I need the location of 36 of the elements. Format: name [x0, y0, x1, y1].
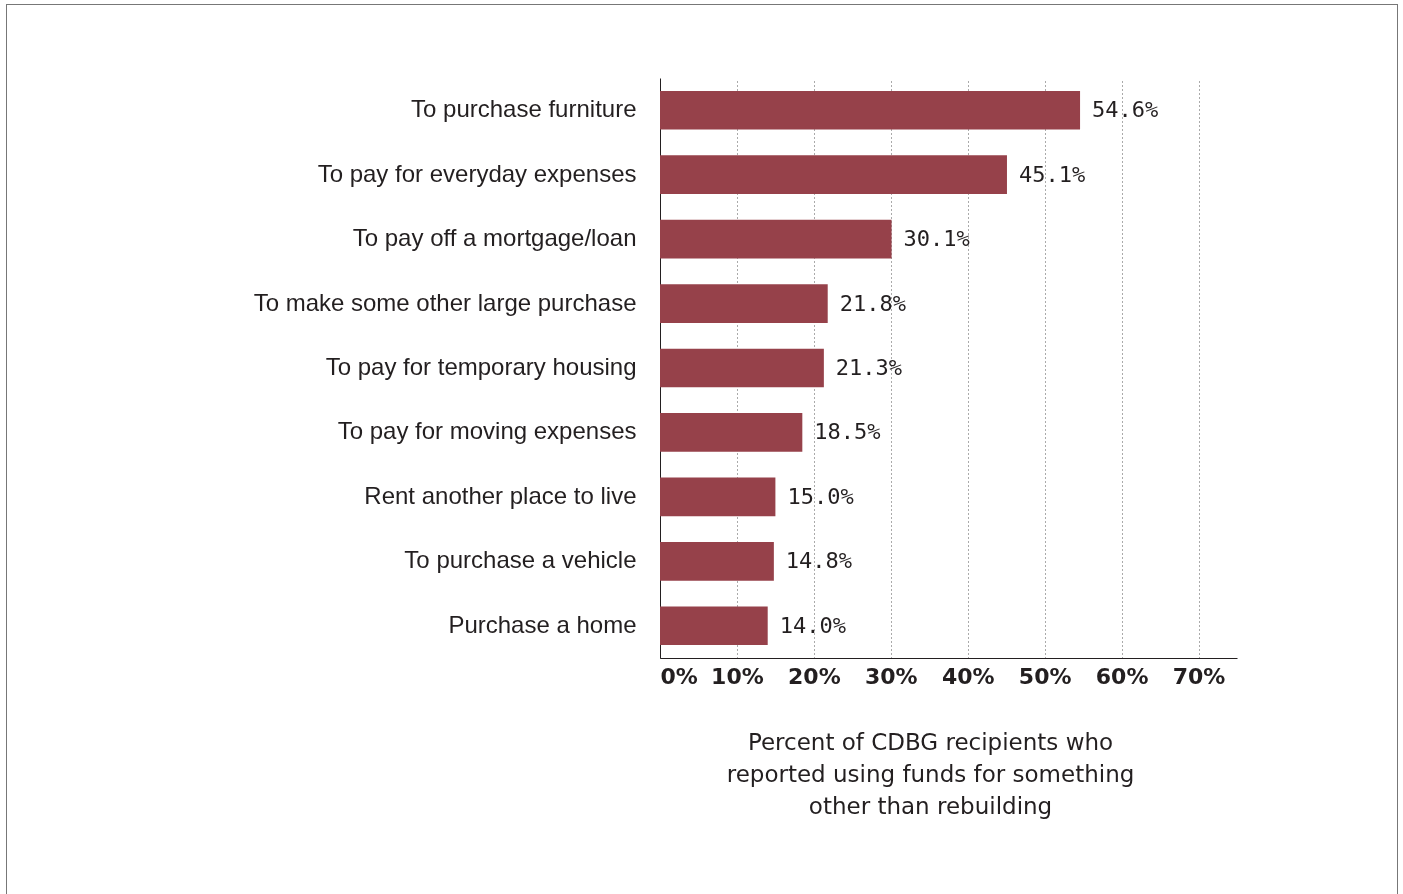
y-tick-label: Purchase a home	[448, 610, 637, 638]
x-tick-label: 10%	[711, 663, 764, 689]
x-tick-label: 60%	[1095, 663, 1149, 689]
x-tick-label: 20%	[788, 663, 841, 689]
y-tick-label: To purchase furniture	[411, 95, 637, 123]
y-tick-label: Rent another place to live	[364, 481, 637, 509]
bar	[660, 284, 828, 323]
bar	[660, 155, 1007, 194]
bar	[660, 219, 892, 259]
data-label: 14.8%	[785, 548, 853, 574]
x-tick-label: 40%	[941, 663, 995, 689]
data-label: 21.8%	[839, 290, 906, 316]
x-tick-label: 70%	[1172, 663, 1226, 689]
x-axis-title: Percent of CDBG recipients who reported using funds for something other than rebuilding	[726, 728, 1135, 819]
bar	[660, 413, 803, 452]
x-tick-label: 0%	[660, 663, 698, 689]
bar	[660, 477, 776, 517]
data-label: 54.6%	[1092, 97, 1159, 123]
y-tick-label: To pay for everyday expenses	[317, 159, 637, 187]
data-label: 45.1%	[1018, 161, 1086, 187]
y-tick-label: To pay for temporary housing	[325, 353, 637, 380]
data-label: 21.3%	[835, 355, 903, 380]
data-label: 30.1%	[903, 226, 970, 252]
bar	[660, 90, 1081, 130]
y-tick-label: To purchase a vehicle	[404, 546, 637, 574]
data-label: 14.0%	[779, 612, 846, 638]
y-tick-label: To make some other large purchase	[253, 288, 637, 316]
y-tick-label: To pay off a mortgage/loan	[352, 224, 637, 252]
data-label: 15.0%	[787, 483, 854, 509]
data-label: 18.5%	[814, 419, 881, 445]
x-tick-label: 50%	[1018, 663, 1072, 689]
bar	[660, 606, 768, 646]
bar	[660, 348, 824, 388]
y-tick-label: To pay for moving expenses	[337, 417, 637, 445]
x-tick-label: 30%	[864, 663, 918, 689]
bar	[660, 542, 774, 581]
